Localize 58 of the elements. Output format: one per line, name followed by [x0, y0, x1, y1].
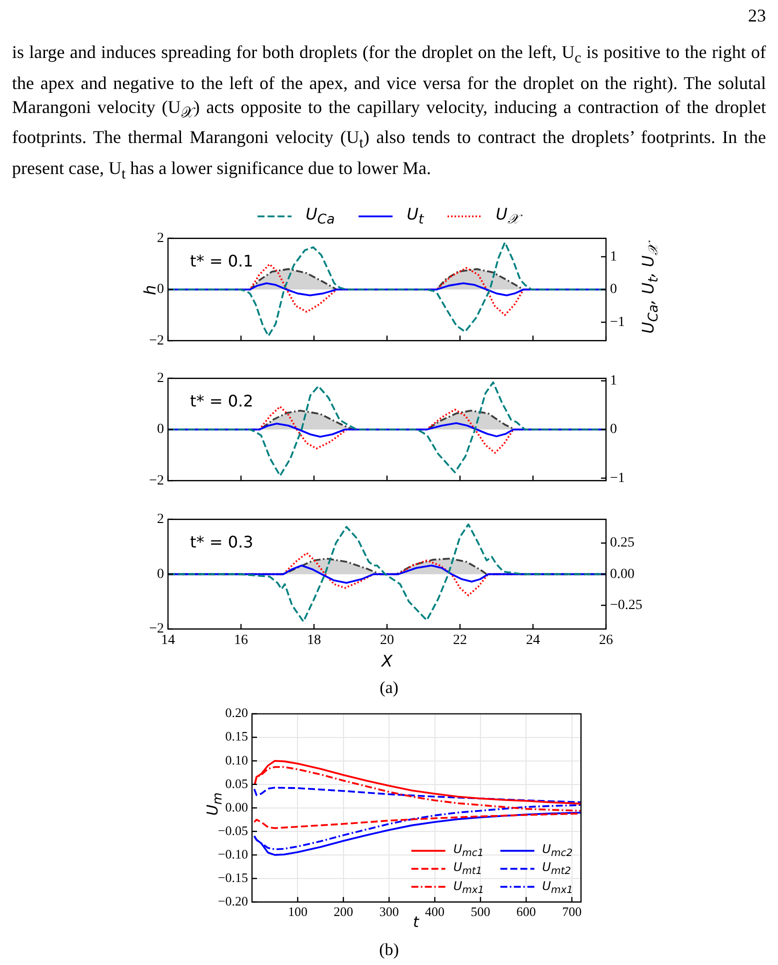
text: 23 — [748, 6, 766, 26]
x-tick-label: 600 — [516, 904, 536, 920]
annotation: t* = 0.2 — [190, 392, 254, 411]
y-tick-label: −2 — [149, 622, 164, 637]
y-tick-label: 0 — [157, 282, 164, 298]
x-tick-label: 700 — [562, 904, 582, 920]
y-tick-label: 2 — [157, 231, 164, 246]
x-tick-label: 20 — [380, 633, 394, 648]
y2-tick-label: 0 — [610, 282, 617, 298]
y-tick-label: 0.10 — [225, 752, 248, 768]
y-tick-label: −0.05 — [218, 822, 248, 838]
x-tick-label: 300 — [379, 904, 399, 920]
y-tick-label: 2 — [157, 371, 164, 386]
y-tick-label: 0.00 — [225, 799, 248, 814]
y2-tick-label: −1 — [610, 470, 625, 486]
legend-label: U$_{mt2}$ — [542, 860, 571, 878]
y-tick-label: −0.15 — [218, 870, 248, 885]
y-tick-label: 2 — [157, 512, 164, 528]
y2-tick-label: 1 — [610, 374, 617, 389]
y-tick-label: 0 — [157, 566, 164, 582]
legend-label: U$_{mt1}$ — [453, 860, 482, 878]
y2-tick-label: −0.25 — [610, 598, 642, 614]
text: (a) — [380, 678, 398, 698]
x-axis-title: X — [382, 652, 392, 670]
x-tick-label: 22 — [453, 633, 467, 648]
y-tick-label: −0.20 — [218, 893, 248, 908]
y-tick-label: −0.10 — [218, 846, 248, 862]
y-tick-label: 0.20 — [225, 705, 248, 720]
x-tick-label: 200 — [334, 904, 354, 920]
y2-tick-label: 0 — [610, 422, 617, 438]
y-tick-label: 0.15 — [225, 728, 248, 744]
x-tick-label: 24 — [526, 633, 540, 648]
x-tick-label: 14 — [161, 633, 175, 648]
legend-label: U$_{Ca}$ — [306, 204, 335, 228]
y-tick-label: −2 — [149, 333, 164, 348]
legend-label: U$_{mx1}$ — [453, 878, 484, 896]
x-tick-label: 26 — [599, 633, 613, 648]
x-axis-title: t — [413, 913, 419, 931]
text: is large and induces spreading for both droplets (for the droplet on the left, U$_{c}$ is positive to the right of the apex and negative to the left of the apex, and vice versa for the droplet on the right). The solutal Marangoni velocity (U$_{𝒳}$) acts opposite to the capillary velocity, inducing a contraction of the droplet footprints. The thermal Marangoni velocity (U$_{t}$) also tends to contract the droplets’ footprints. In the present case, U$_{t}$ has a lower significance due to lower Ma. — [12, 42, 766, 182]
legend-label: U$_{t}$ — [406, 204, 424, 228]
y2-tick-label: −1 — [610, 314, 625, 330]
y-tick-label: 0.05 — [225, 776, 248, 791]
y-tick-label: 0 — [157, 422, 164, 438]
legend-label: U$_{mc2}$ — [542, 842, 573, 860]
text: (b) — [379, 940, 399, 960]
annotation: t* = 0.3 — [190, 532, 254, 552]
y-tick-label: −2 — [149, 473, 164, 488]
x-tick-label: 18 — [307, 633, 321, 648]
legend-label: U$_{mx1}$ — [542, 878, 573, 896]
y2-tick-label: 0.00 — [610, 566, 634, 582]
annotation: t* = 0.1 — [190, 252, 254, 271]
x-tick-label: 500 — [470, 904, 490, 920]
y2-tick-label: 0.25 — [610, 536, 634, 551]
y2-tick-label: 1 — [610, 249, 617, 264]
legend-label: U$_{mc1}$ — [453, 842, 484, 860]
x-tick-label: 400 — [425, 904, 445, 920]
x-tick-label: 100 — [288, 904, 308, 920]
x-tick-label: 16 — [234, 633, 248, 648]
